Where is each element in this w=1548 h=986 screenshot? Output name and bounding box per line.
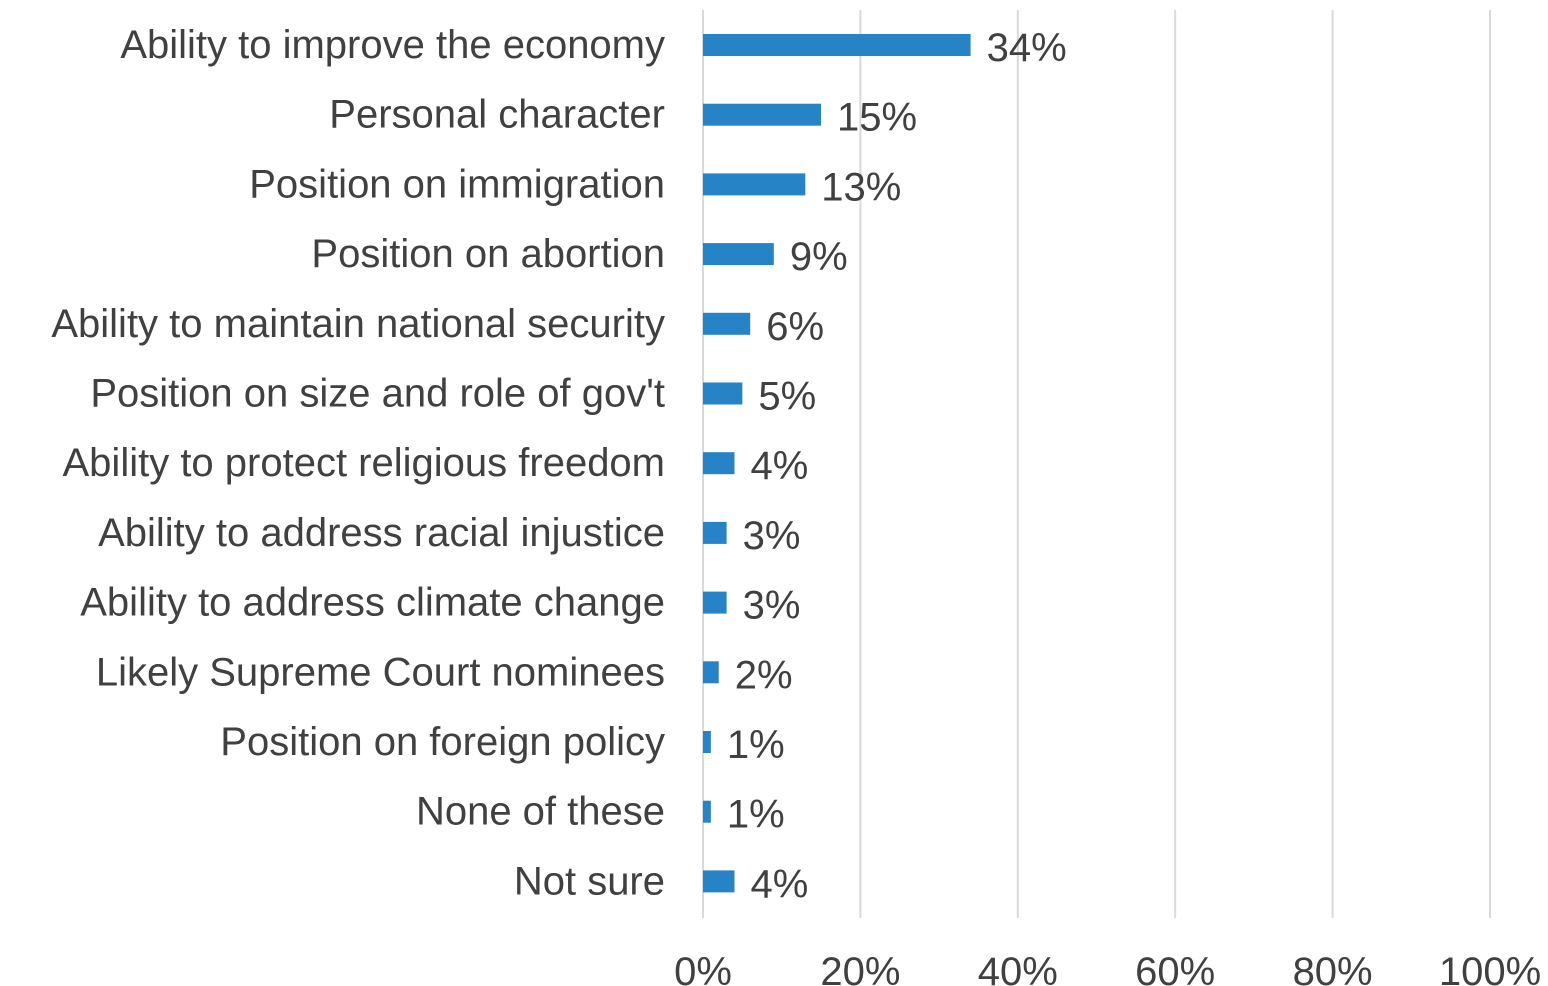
gridlines bbox=[702, 10, 1491, 918]
data-label: 13% bbox=[821, 165, 901, 209]
x-tick-label: 80% bbox=[1293, 950, 1373, 986]
data-label: 3% bbox=[743, 584, 801, 628]
x-tick-label: 0% bbox=[674, 950, 732, 986]
category-label: None of these bbox=[416, 790, 665, 834]
bar bbox=[703, 800, 711, 823]
data-label: 6% bbox=[766, 305, 824, 349]
category-label: Position on immigration bbox=[249, 162, 665, 206]
bar bbox=[703, 382, 743, 405]
bar bbox=[703, 243, 774, 266]
data-label: 34% bbox=[987, 26, 1067, 70]
data-label: 15% bbox=[837, 96, 917, 140]
x-tick-label: 40% bbox=[978, 950, 1058, 986]
bar bbox=[703, 661, 719, 684]
x-tick-label: 100% bbox=[1439, 950, 1541, 986]
data-label: 2% bbox=[735, 653, 793, 697]
bar bbox=[703, 452, 735, 475]
x-tick-label: 20% bbox=[820, 950, 900, 986]
data-label: 5% bbox=[758, 375, 816, 419]
category-label: Ability to improve the economy bbox=[120, 23, 665, 67]
category-label: Ability to address climate change bbox=[80, 581, 665, 625]
bar bbox=[703, 521, 727, 544]
category-label: Position on foreign policy bbox=[220, 720, 665, 764]
bar bbox=[703, 103, 822, 126]
category-label: Personal character bbox=[329, 93, 665, 137]
bar bbox=[703, 731, 711, 753]
bar bbox=[703, 34, 971, 56]
category-label: Position on size and role of gov't bbox=[90, 372, 665, 416]
data-label: 4% bbox=[750, 444, 808, 488]
data-label: 3% bbox=[743, 514, 801, 558]
labels: Ability to improve the economy 34% Persona… bbox=[51, 23, 1066, 906]
data-label: 1% bbox=[727, 793, 785, 837]
bar bbox=[703, 870, 735, 893]
data-label: 4% bbox=[750, 862, 808, 906]
bar bbox=[703, 591, 727, 614]
category-label: Likely Supreme Court nominees bbox=[96, 650, 665, 694]
bar bbox=[703, 312, 751, 335]
category-label: Ability to protect religious freedom bbox=[63, 441, 666, 485]
bar bbox=[703, 173, 806, 196]
data-label: 9% bbox=[790, 235, 848, 279]
data-label: 1% bbox=[727, 723, 785, 767]
category-label: Position on abortion bbox=[311, 232, 665, 276]
x-axis-ticks: 0% 20% 40% 60% 80% 100% bbox=[674, 950, 1541, 986]
x-tick-label: 60% bbox=[1135, 950, 1215, 986]
category-label: Ability to address racial injustice bbox=[98, 511, 665, 555]
bars bbox=[703, 34, 971, 893]
category-label: Ability to maintain national security bbox=[51, 302, 665, 346]
category-label: Not sure bbox=[514, 859, 665, 903]
